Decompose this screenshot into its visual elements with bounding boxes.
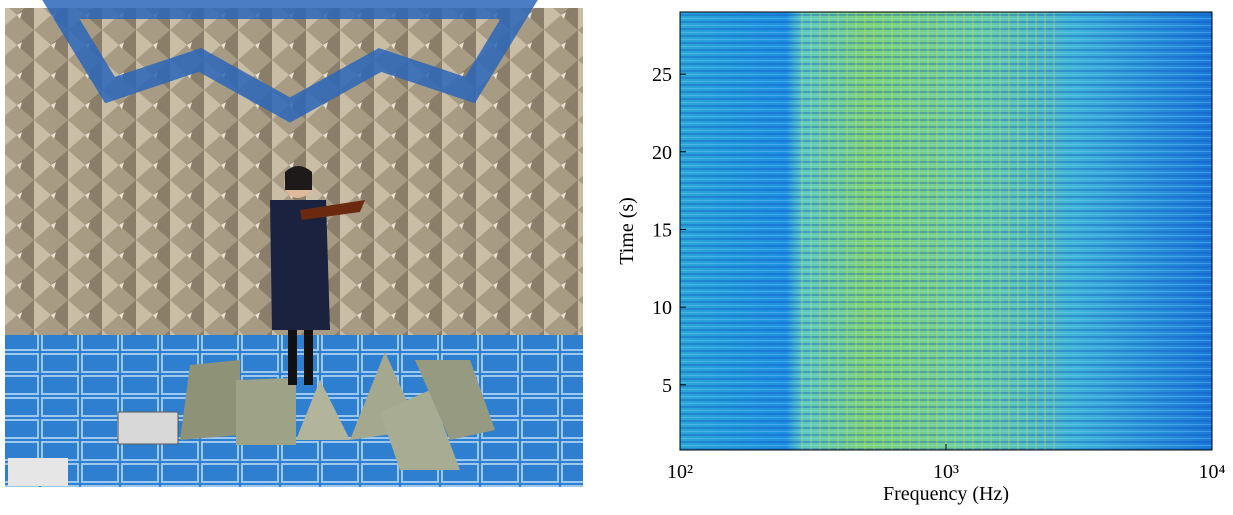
x-tick-label: 10⁴ bbox=[1199, 461, 1226, 483]
y-tick-label: 15 bbox=[652, 219, 672, 241]
y-tick-label: 5 bbox=[662, 375, 672, 397]
spectrogram-texture bbox=[680, 12, 1212, 450]
x-tick-label: 10² bbox=[667, 461, 693, 483]
x-axis-label: Frequency (Hz) bbox=[883, 483, 1009, 505]
y-tick-label: 25 bbox=[652, 64, 672, 86]
y-tick-label: 10 bbox=[652, 297, 672, 319]
y-axis-label: Time (s) bbox=[616, 197, 638, 265]
x-tick-label: 10³ bbox=[933, 461, 959, 483]
y-tick-label: 20 bbox=[652, 142, 672, 164]
photo bbox=[5, 0, 583, 487]
